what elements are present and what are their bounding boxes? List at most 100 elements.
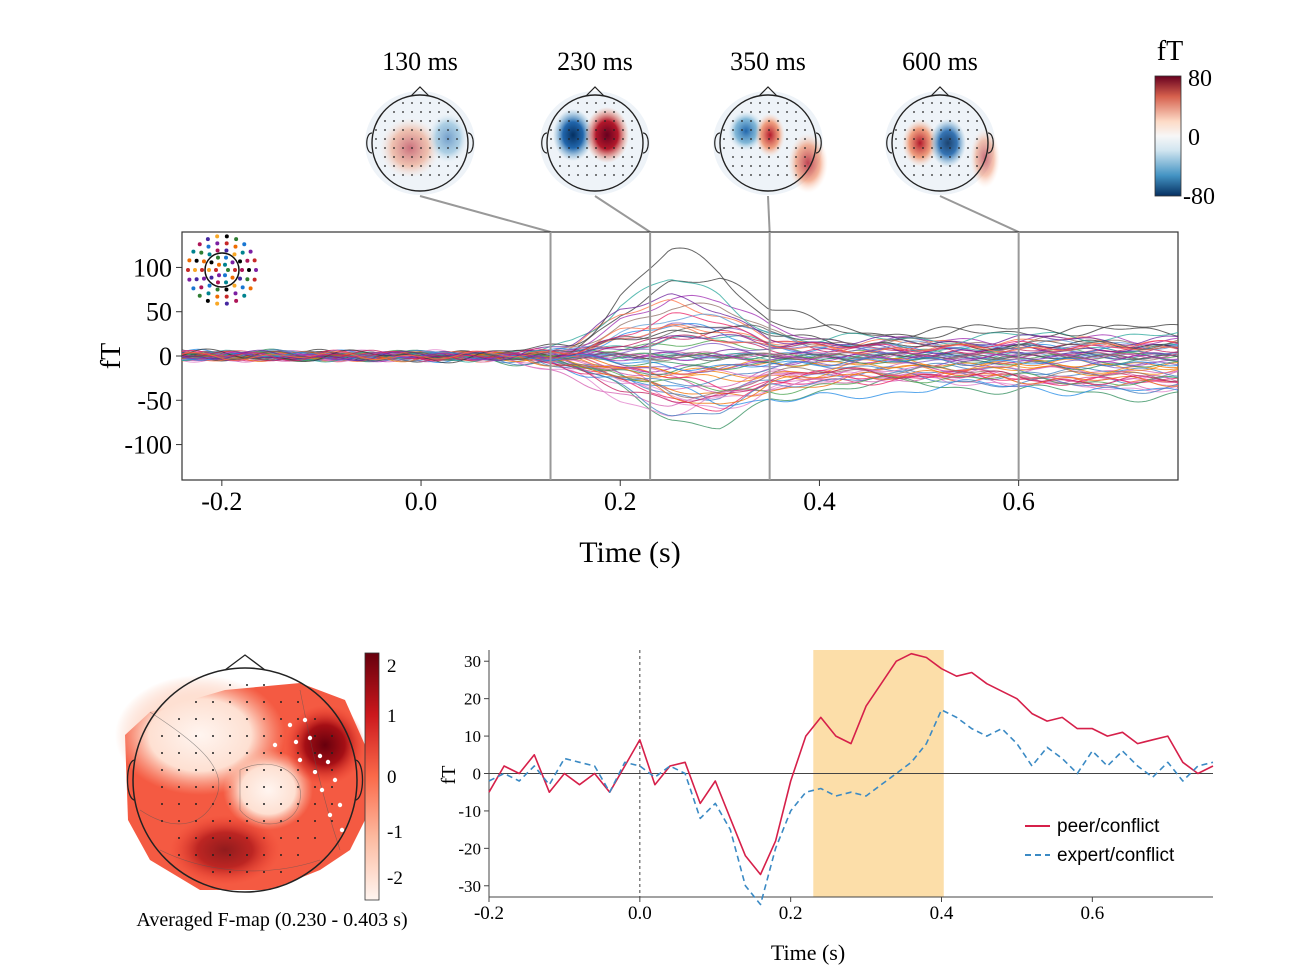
topomap-sensor [759,138,761,140]
topomap-nose [758,86,778,97]
fmap-sensor [297,701,299,703]
fmap-sensor [178,786,180,788]
sensor-legend-dot [238,259,243,264]
fmap-sensor [178,803,180,805]
fmap-sensor [263,684,265,686]
topomap-sensor [723,129,725,131]
sensor-legend-dot [226,268,230,272]
topomap-sensor [976,138,978,140]
fmap-sensor [161,769,163,771]
topomap-sensor [586,120,588,122]
topomap-head-outline [546,94,644,192]
topomap-sensor [786,156,788,158]
sensor-legend-dot [186,268,190,272]
topomap-sensor [613,174,615,176]
topomap-sensor [922,156,924,158]
sensor-legend-dot [240,250,245,255]
topomap-sensor [429,120,431,122]
top-colorbar-unit: fT [1157,36,1183,67]
topomap-sensor [622,111,624,113]
topomap-sensor [438,129,440,131]
topomap-sensor [420,174,422,176]
topomap-sensor [438,111,440,113]
butterfly-ytick-label: -100 [124,431,172,460]
topomap-sensor [967,120,969,122]
sensor-legend-dot [234,298,239,303]
topomap-sensor [949,138,951,140]
topomap-sensor [750,102,752,104]
topomap-sensor [768,156,770,158]
fmap-colorbar [364,652,380,901]
topomap-sensor [622,174,624,176]
butterfly-xtick-label: 0.4 [803,487,836,516]
fmap-sensor [280,769,282,771]
topomap-sensor [913,174,915,176]
topomap-sensor [795,147,797,149]
topomap-connector [594,195,651,233]
topomap-sensor [958,147,960,149]
chart2-ytick-label: -20 [458,839,481,858]
fmap-ear-left [126,759,136,801]
topomap-positive-region [380,118,440,178]
topomap-nose [585,86,605,97]
sensor-legend-dot [193,268,197,272]
topomap-sensor [741,165,743,167]
fmap-sensor [314,820,316,822]
sensor-legend-dot [248,286,253,291]
sensor-legend-dot [224,241,229,246]
topomap-sensor [577,102,579,104]
topomap-head-outline [891,94,989,192]
fmap-sensor [195,803,197,805]
topomap-sensor [622,156,624,158]
topomap-label: 230 ms [557,47,633,76]
topomap-sensor [411,174,413,176]
topomap-sensor [904,129,906,131]
sensor-legend-dot [232,252,237,257]
topomap-sensor [922,120,924,122]
topomap-sensor [402,111,404,113]
topomap-sensor [895,129,897,131]
topomap-sensor [768,174,770,176]
sensor-trace [182,247,1178,364]
topomap-sensor [550,147,552,149]
topomap-sensor [595,156,597,158]
fmap-sensor [280,837,282,839]
fmap-sensor [246,769,248,771]
topomap-sensor [904,138,906,140]
sensor-legend-dot [206,244,211,249]
fmap-sensor [314,786,316,788]
fmap-sensor [297,803,299,805]
topomap-sensor [940,102,942,104]
topomap-sensor [631,138,633,140]
topomap-sensor [795,165,797,167]
fmap-colorbar-tick: -2 [387,868,403,889]
topomap-sensor [586,129,588,131]
topomap-sensor [795,174,797,176]
topomap-sensor [411,156,413,158]
sensor-legend-dot [223,273,227,278]
top-colorbar-tick-max: 80 [1188,66,1212,92]
fmap-sensor [314,803,316,805]
topomap-sensor [568,138,570,140]
condition-line-chart: 30 20 10 0 -10 -20 -30 -0.2 0.0 0.2 0.4 0.6 fT Tim… [438,650,1214,965]
topomap-sensor [922,165,924,167]
topomap-sensor [613,111,615,113]
topomap-sensor [429,174,431,176]
topomap-sensor [804,120,806,122]
topomap-sensor [568,165,570,167]
fmap-sensor [246,735,248,737]
sensor-legend-dot [230,275,235,280]
topomap-sensor [393,129,395,131]
topomap-negative-region [428,113,468,163]
topomap-sensor [750,138,752,140]
topomap-sensor [913,129,915,131]
fmap-sensor [331,786,333,788]
topomap-sensor [940,156,942,158]
topomap-sensor [741,174,743,176]
chart2-ytick-label: -10 [458,802,481,821]
sensor-trace [182,351,1178,405]
sensor-legend-dot [187,277,192,282]
fmap-sensor [178,735,180,737]
topomap-sensor [420,111,422,113]
fmap-sensor [331,735,333,737]
